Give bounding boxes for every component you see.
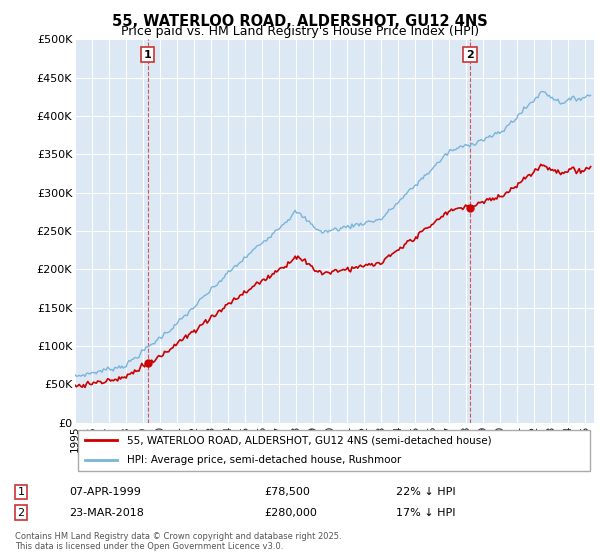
Text: 07-APR-1999: 07-APR-1999 [69, 487, 141, 497]
Text: 17% ↓ HPI: 17% ↓ HPI [396, 508, 455, 518]
Text: 2: 2 [466, 49, 474, 59]
Text: £280,000: £280,000 [264, 508, 317, 518]
Text: 55, WATERLOO ROAD, ALDERSHOT, GU12 4NS (semi-detached house): 55, WATERLOO ROAD, ALDERSHOT, GU12 4NS (… [127, 435, 491, 445]
Text: 55, WATERLOO ROAD, ALDERSHOT, GU12 4NS: 55, WATERLOO ROAD, ALDERSHOT, GU12 4NS [112, 14, 488, 29]
Text: £78,500: £78,500 [264, 487, 310, 497]
FancyBboxPatch shape [77, 430, 590, 471]
Text: 1: 1 [144, 49, 152, 59]
Text: 22% ↓ HPI: 22% ↓ HPI [396, 487, 455, 497]
Text: 2: 2 [17, 508, 25, 518]
Text: Price paid vs. HM Land Registry's House Price Index (HPI): Price paid vs. HM Land Registry's House … [121, 25, 479, 38]
Text: 1: 1 [17, 487, 25, 497]
Text: 23-MAR-2018: 23-MAR-2018 [69, 508, 144, 518]
Text: Contains HM Land Registry data © Crown copyright and database right 2025.
This d: Contains HM Land Registry data © Crown c… [15, 532, 341, 552]
Text: HPI: Average price, semi-detached house, Rushmoor: HPI: Average price, semi-detached house,… [127, 455, 401, 465]
